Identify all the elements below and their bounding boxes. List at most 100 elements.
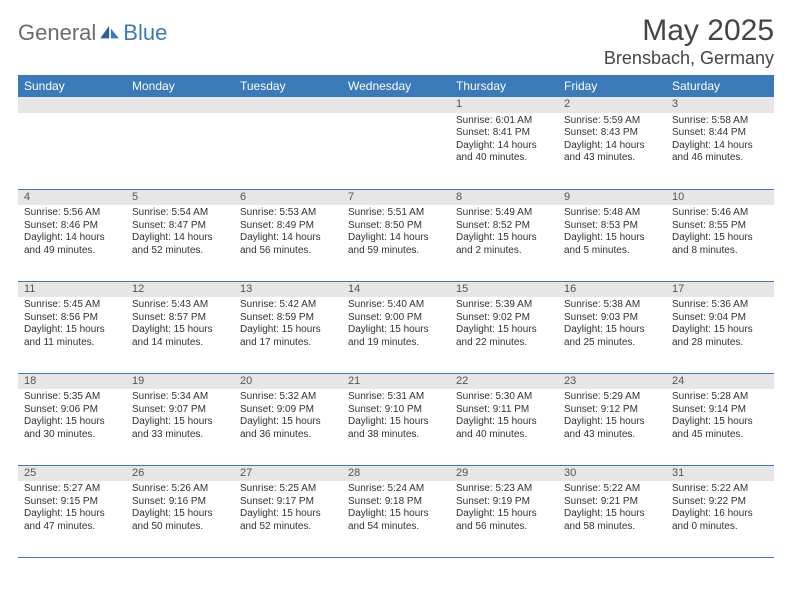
sunrise-text: Sunrise: 5:38 AM	[564, 299, 660, 312]
calendar-cell: 19Sunrise: 5:34 AMSunset: 9:07 PMDayligh…	[126, 373, 234, 465]
day-body: Sunrise: 5:30 AMSunset: 9:11 PMDaylight:…	[450, 389, 558, 445]
day-body: Sunrise: 5:45 AMSunset: 8:56 PMDaylight:…	[18, 297, 126, 353]
calendar-cell: 26Sunrise: 5:26 AMSunset: 9:16 PMDayligh…	[126, 465, 234, 557]
sunrise-text: Sunrise: 5:28 AM	[672, 391, 768, 404]
daylight-text: Daylight: 15 hours	[24, 416, 120, 429]
day-body: Sunrise: 5:29 AMSunset: 9:12 PMDaylight:…	[558, 389, 666, 445]
day-number: 15	[450, 282, 558, 298]
sunrise-text: Sunrise: 5:49 AM	[456, 207, 552, 220]
daylight-text: Daylight: 15 hours	[24, 324, 120, 337]
day-number: 27	[234, 466, 342, 482]
daylight-text: and 28 minutes.	[672, 337, 768, 350]
calendar-cell	[234, 97, 342, 189]
sunset-text: Sunset: 8:47 PM	[132, 220, 228, 233]
sunset-text: Sunset: 9:17 PM	[240, 496, 336, 509]
day-number-bar	[18, 97, 126, 113]
day-number: 14	[342, 282, 450, 298]
sunset-text: Sunset: 9:19 PM	[456, 496, 552, 509]
calendar-cell: 11Sunrise: 5:45 AMSunset: 8:56 PMDayligh…	[18, 281, 126, 373]
day-number: 12	[126, 282, 234, 298]
calendar-cell: 8Sunrise: 5:49 AMSunset: 8:52 PMDaylight…	[450, 189, 558, 281]
daylight-text: Daylight: 15 hours	[564, 324, 660, 337]
daylight-text: Daylight: 15 hours	[348, 416, 444, 429]
day-body: Sunrise: 5:58 AMSunset: 8:44 PMDaylight:…	[666, 113, 774, 169]
calendar-cell: 2Sunrise: 5:59 AMSunset: 8:43 PMDaylight…	[558, 97, 666, 189]
day-number: 2	[558, 97, 666, 113]
sunset-text: Sunset: 8:41 PM	[456, 127, 552, 140]
day-body: Sunrise: 5:32 AMSunset: 9:09 PMDaylight:…	[234, 389, 342, 445]
day-number: 5	[126, 190, 234, 206]
sunrise-text: Sunrise: 5:26 AM	[132, 483, 228, 496]
calendar-cell: 30Sunrise: 5:22 AMSunset: 9:21 PMDayligh…	[558, 465, 666, 557]
sunset-text: Sunset: 8:49 PM	[240, 220, 336, 233]
weekday-header: Friday	[558, 75, 666, 97]
weekday-header: Thursday	[450, 75, 558, 97]
day-number: 22	[450, 374, 558, 390]
calendar-cell: 5Sunrise: 5:54 AMSunset: 8:47 PMDaylight…	[126, 189, 234, 281]
sunrise-text: Sunrise: 5:34 AM	[132, 391, 228, 404]
sunrise-text: Sunrise: 5:27 AM	[24, 483, 120, 496]
day-body: Sunrise: 5:36 AMSunset: 9:04 PMDaylight:…	[666, 297, 774, 353]
day-number: 8	[450, 190, 558, 206]
sunset-text: Sunset: 9:14 PM	[672, 404, 768, 417]
sunset-text: Sunset: 9:11 PM	[456, 404, 552, 417]
calendar-week-row: 11Sunrise: 5:45 AMSunset: 8:56 PMDayligh…	[18, 281, 774, 373]
sunrise-text: Sunrise: 5:35 AM	[24, 391, 120, 404]
daylight-text: Daylight: 15 hours	[240, 508, 336, 521]
sunset-text: Sunset: 9:18 PM	[348, 496, 444, 509]
sunset-text: Sunset: 8:52 PM	[456, 220, 552, 233]
logo-text-blue: Blue	[123, 20, 167, 46]
day-number: 10	[666, 190, 774, 206]
calendar-cell: 29Sunrise: 5:23 AMSunset: 9:19 PMDayligh…	[450, 465, 558, 557]
month-title: May 2025	[604, 14, 774, 48]
day-body: Sunrise: 5:54 AMSunset: 8:47 PMDaylight:…	[126, 205, 234, 261]
day-number: 4	[18, 190, 126, 206]
sunrise-text: Sunrise: 5:29 AM	[564, 391, 660, 404]
calendar-cell: 9Sunrise: 5:48 AMSunset: 8:53 PMDaylight…	[558, 189, 666, 281]
daylight-text: and 45 minutes.	[672, 429, 768, 442]
day-number: 31	[666, 466, 774, 482]
daylight-text: Daylight: 15 hours	[456, 508, 552, 521]
daylight-text: and 30 minutes.	[24, 429, 120, 442]
daylight-text: and 52 minutes.	[132, 245, 228, 258]
calendar-week-row: 1Sunrise: 6:01 AMSunset: 8:41 PMDaylight…	[18, 97, 774, 189]
daylight-text: Daylight: 15 hours	[672, 232, 768, 245]
calendar-week-row: 4Sunrise: 5:56 AMSunset: 8:46 PMDaylight…	[18, 189, 774, 281]
daylight-text: Daylight: 14 hours	[240, 232, 336, 245]
sunrise-text: Sunrise: 5:51 AM	[348, 207, 444, 220]
daylight-text: and 17 minutes.	[240, 337, 336, 350]
calendar-cell: 13Sunrise: 5:42 AMSunset: 8:59 PMDayligh…	[234, 281, 342, 373]
sunset-text: Sunset: 9:02 PM	[456, 312, 552, 325]
day-number: 26	[126, 466, 234, 482]
sunset-text: Sunset: 8:50 PM	[348, 220, 444, 233]
sunset-text: Sunset: 9:21 PM	[564, 496, 660, 509]
sunrise-text: Sunrise: 5:22 AM	[672, 483, 768, 496]
day-body: Sunrise: 5:53 AMSunset: 8:49 PMDaylight:…	[234, 205, 342, 261]
day-number-bar	[126, 97, 234, 113]
daylight-text: and 2 minutes.	[456, 245, 552, 258]
day-number: 25	[18, 466, 126, 482]
day-body: Sunrise: 5:28 AMSunset: 9:14 PMDaylight:…	[666, 389, 774, 445]
sunrise-text: Sunrise: 5:25 AM	[240, 483, 336, 496]
day-number: 1	[450, 97, 558, 113]
calendar-table: Sunday Monday Tuesday Wednesday Thursday…	[18, 75, 774, 558]
day-body: Sunrise: 5:31 AMSunset: 9:10 PMDaylight:…	[342, 389, 450, 445]
daylight-text: and 19 minutes.	[348, 337, 444, 350]
sunrise-text: Sunrise: 5:23 AM	[456, 483, 552, 496]
sunset-text: Sunset: 9:16 PM	[132, 496, 228, 509]
sunrise-text: Sunrise: 5:46 AM	[672, 207, 768, 220]
sunset-text: Sunset: 9:22 PM	[672, 496, 768, 509]
daylight-text: Daylight: 14 hours	[348, 232, 444, 245]
day-body: Sunrise: 5:38 AMSunset: 9:03 PMDaylight:…	[558, 297, 666, 353]
day-body: Sunrise: 5:51 AMSunset: 8:50 PMDaylight:…	[342, 205, 450, 261]
calendar-cell: 14Sunrise: 5:40 AMSunset: 9:00 PMDayligh…	[342, 281, 450, 373]
daylight-text: and 36 minutes.	[240, 429, 336, 442]
sunrise-text: Sunrise: 5:54 AM	[132, 207, 228, 220]
daylight-text: Daylight: 15 hours	[132, 416, 228, 429]
sunrise-text: Sunrise: 5:22 AM	[564, 483, 660, 496]
day-body: Sunrise: 5:27 AMSunset: 9:15 PMDaylight:…	[18, 481, 126, 537]
daylight-text: Daylight: 14 hours	[672, 140, 768, 153]
weekday-header: Tuesday	[234, 75, 342, 97]
calendar-cell: 10Sunrise: 5:46 AMSunset: 8:55 PMDayligh…	[666, 189, 774, 281]
daylight-text: Daylight: 15 hours	[132, 508, 228, 521]
